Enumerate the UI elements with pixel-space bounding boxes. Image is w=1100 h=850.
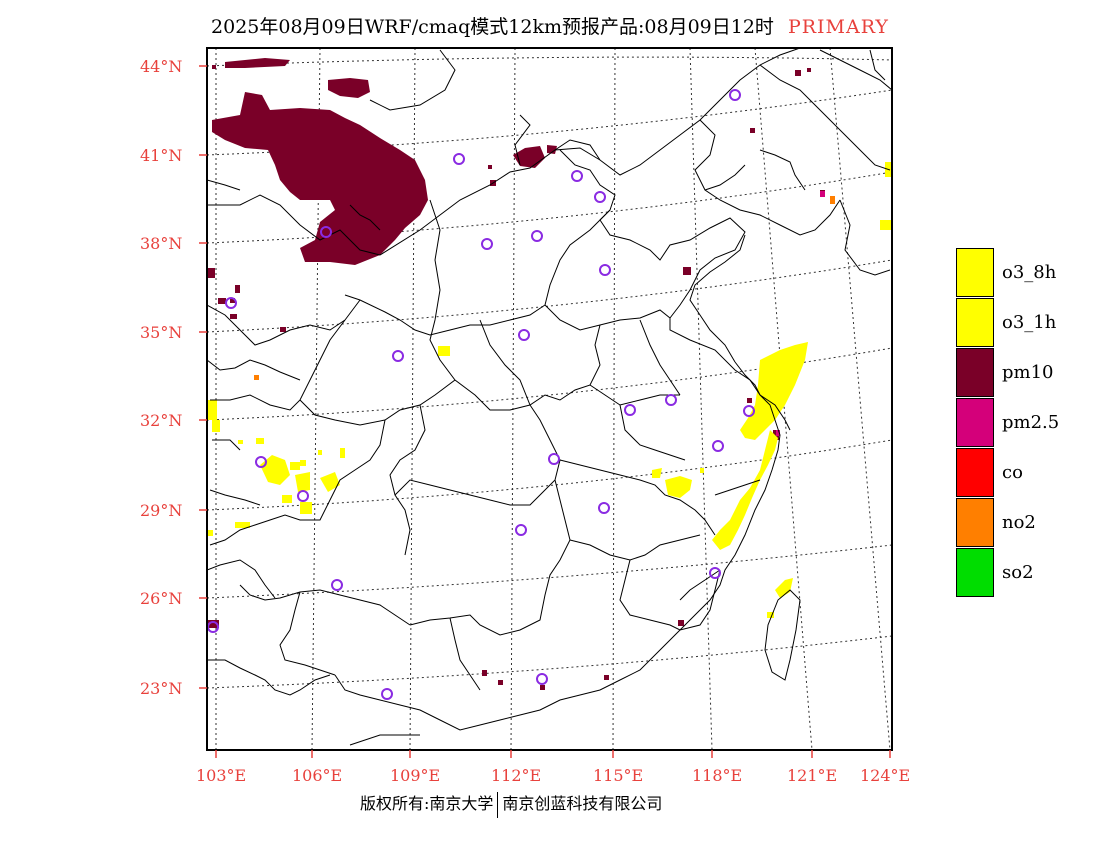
lon-label: 112°E (491, 766, 542, 785)
legend-label: pm2.5 (1002, 412, 1060, 433)
legend-swatch (956, 498, 994, 547)
axis-ticks (199, 65, 891, 758)
legend-item: pm2.5 (956, 398, 1086, 448)
copyright-left: 版权所有:南京大学 (360, 794, 494, 813)
legend-label: pm10 (1002, 362, 1054, 383)
legend-label: o3_8h (1002, 262, 1057, 283)
lat-label: 38°N (140, 234, 183, 253)
map-frame (206, 47, 893, 751)
lon-label: 106°E (292, 766, 343, 785)
title-tag: PRIMARY (787, 16, 889, 38)
legend-item: o3_8h (956, 248, 1086, 298)
legend-item: co (956, 448, 1086, 498)
graticule (207, 48, 892, 750)
legend-item: pm10 (956, 348, 1086, 398)
lon-label: 109°E (390, 766, 441, 785)
title-main: 2025年08月09日WRF/cmaq模式12km预报产品:08月09日12时 (211, 16, 774, 38)
legend-label: so2 (1002, 562, 1034, 583)
lat-label: 32°N (140, 411, 183, 430)
boundaries (207, 48, 892, 731)
lon-label: 124°E (860, 766, 911, 785)
legend-label: o3_1h (1002, 312, 1057, 333)
footer-divider (497, 791, 499, 818)
legend-swatch (956, 448, 994, 497)
lon-label: 115°E (593, 766, 644, 785)
legend-item: no2 (956, 498, 1086, 548)
o3-regions (207, 162, 892, 618)
map-title: 2025年08月09日WRF/cmaq模式12km预报产品:08月09日12时 P… (0, 12, 1100, 39)
legend-label: co (1002, 462, 1023, 483)
legend-swatch (956, 398, 994, 447)
legend-swatch (956, 248, 994, 297)
lat-label: 23°N (140, 679, 183, 698)
pm25-spots (776, 191, 825, 436)
lat-label: 29°N (140, 501, 183, 520)
legend-swatch (956, 548, 994, 597)
no2-spots (254, 196, 835, 380)
legend-swatch (956, 348, 994, 397)
station-markers (207, 89, 755, 700)
pollutant-legend: o3_8h o3_1h pm10 pm2.5 co no2 so2 (956, 248, 1086, 598)
legend-label: no2 (1002, 512, 1036, 533)
lat-label: 26°N (140, 589, 183, 608)
lat-label: 41°N (140, 146, 183, 165)
lon-label: 103°E (196, 766, 247, 785)
legend-swatch (956, 298, 994, 347)
lat-label: 44°N (140, 57, 183, 76)
pm10-plume (207, 58, 825, 690)
lon-label: 118°E (692, 766, 743, 785)
lat-label: 35°N (140, 323, 183, 342)
copyright-footer: 版权所有:南京大学 南京创蓝科技有限公司 (360, 790, 662, 818)
copyright-right: 南京创蓝科技有限公司 (502, 794, 663, 813)
lon-label: 121°E (787, 766, 838, 785)
legend-item: o3_1h (956, 298, 1086, 348)
legend-item: so2 (956, 548, 1086, 598)
taiwan-outline (764, 589, 801, 681)
coast-south (349, 734, 420, 746)
